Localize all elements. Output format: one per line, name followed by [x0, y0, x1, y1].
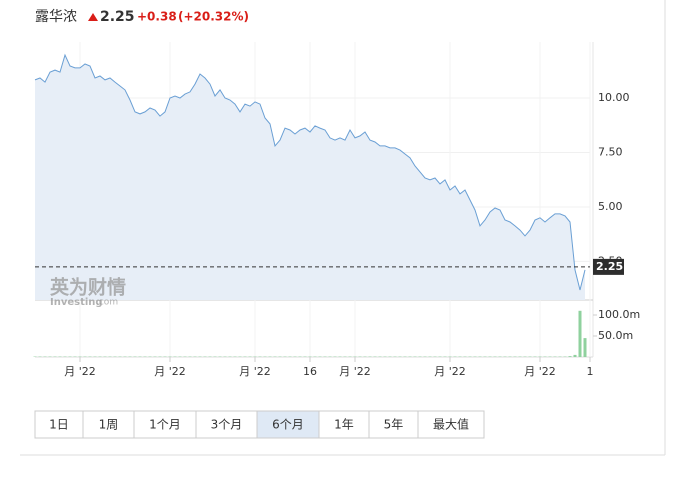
- range-tab-label: 1个月: [149, 418, 181, 432]
- y-tick-label: 50.0m: [598, 329, 633, 342]
- last-price-label: 2.25: [596, 260, 623, 273]
- range-tab-label: 1日: [49, 418, 69, 432]
- range-tab-label: 1周: [99, 418, 119, 432]
- range-tab-label: 6个月: [272, 418, 304, 432]
- x-tick-label: 月 '22: [64, 365, 96, 378]
- range-tab-label: 1年: [334, 418, 354, 432]
- price: 2.25: [100, 9, 135, 25]
- volume-bar: [569, 356, 572, 357]
- watermark: .com: [96, 298, 118, 308]
- volume-bar: [579, 311, 582, 357]
- stock-name: 露华浓: [35, 9, 77, 25]
- x-tick-label: 1: [587, 365, 594, 378]
- x-tick-label: 月 '22: [434, 365, 466, 378]
- change: +0.38: [137, 10, 177, 24]
- x-tick-label: 16: [303, 365, 317, 378]
- up-arrow: [88, 13, 98, 21]
- y-tick-label: 100.0m: [598, 308, 640, 321]
- change-pct: (+20.32%): [178, 10, 249, 24]
- volume-bar: [584, 338, 587, 357]
- volume-bar: [574, 355, 577, 357]
- range-tab-label: 3个月: [211, 418, 243, 432]
- x-tick-label: 月 '22: [239, 365, 271, 378]
- y-tick-label: 10.00: [598, 91, 630, 104]
- watermark: Investing: [50, 297, 103, 308]
- x-tick-label: 月 '22: [154, 365, 186, 378]
- range-tab-label: 5年: [384, 418, 404, 432]
- x-tick-label: 月 '22: [524, 365, 556, 378]
- watermark: 英为财情: [50, 276, 126, 299]
- range-tab-label: 最大值: [433, 417, 469, 432]
- x-tick-label: 月 '22: [339, 365, 371, 378]
- y-tick-label: 5.00: [598, 200, 623, 213]
- y-tick-label: 7.50: [598, 145, 623, 158]
